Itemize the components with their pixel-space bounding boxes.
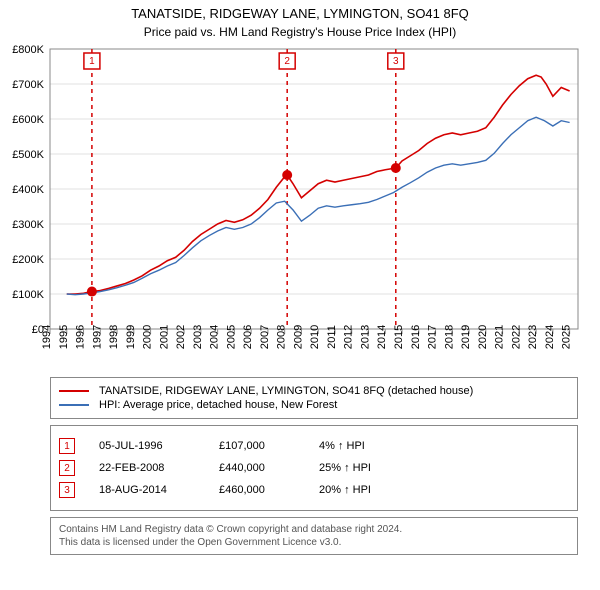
footer-line-2: This data is licensed under the Open Gov…: [59, 536, 569, 549]
sale-marker-number: 2: [284, 56, 290, 67]
sale-badge: 1: [59, 438, 75, 454]
x-tick-label: 2001: [158, 325, 170, 349]
sale-point-dot: [282, 170, 292, 180]
x-tick-label: 2007: [259, 325, 271, 349]
sale-date: 22-FEB-2008: [99, 462, 219, 474]
legend-label: TANATSIDE, RIDGEWAY LANE, LYMINGTON, SO4…: [99, 385, 473, 397]
sale-row: 3 18-AUG-2014£460,00020% ↑ HPI: [59, 482, 569, 498]
legend-label: HPI: Average price, detached house, New …: [99, 399, 337, 411]
attribution-footer: Contains HM Land Registry data © Crown c…: [50, 517, 578, 555]
sale-pct-vs-hpi: 20% ↑ HPI: [319, 484, 439, 496]
y-tick-label: £200K: [12, 254, 44, 266]
x-tick-label: 2014: [376, 325, 388, 349]
x-tick-label: 2008: [276, 325, 288, 349]
y-tick-label: £600K: [12, 114, 44, 126]
x-tick-label: 1995: [58, 325, 70, 349]
legend-swatch: [59, 390, 89, 392]
sale-marker-number: 1: [89, 56, 95, 67]
y-tick-label: £300K: [12, 219, 44, 231]
legend-row: TANATSIDE, RIDGEWAY LANE, LYMINGTON, SO4…: [59, 385, 569, 397]
chart-subtitle: Price paid vs. HM Land Registry's House …: [0, 25, 600, 39]
sale-point-dot: [391, 163, 401, 173]
x-tick-label: 2013: [359, 325, 371, 349]
x-tick-label: 2003: [192, 325, 204, 349]
sale-marker-number: 3: [393, 56, 399, 67]
legend: TANATSIDE, RIDGEWAY LANE, LYMINGTON, SO4…: [50, 377, 578, 419]
sale-pct-vs-hpi: 25% ↑ HPI: [319, 462, 439, 474]
x-tick-label: 2012: [343, 325, 355, 349]
x-tick-label: 2018: [443, 325, 455, 349]
sale-date: 05-JUL-1996: [99, 440, 219, 452]
x-tick-label: 2025: [561, 325, 573, 349]
x-tick-label: 2021: [494, 325, 506, 349]
sale-price: £460,000: [219, 484, 319, 496]
series-line: [67, 75, 570, 294]
sale-price: £107,000: [219, 440, 319, 452]
y-tick-label: £400K: [12, 184, 44, 196]
chart-area: £0£100K£200K£300K£400K£500K£600K£700K£80…: [0, 39, 600, 369]
series-line: [67, 117, 570, 294]
x-tick-label: 2020: [477, 325, 489, 349]
x-tick-label: 2009: [292, 325, 304, 349]
x-tick-label: 2023: [527, 325, 539, 349]
sale-row: 2 22-FEB-2008£440,00025% ↑ HPI: [59, 460, 569, 476]
sale-point-dot: [87, 287, 97, 297]
sale-badge: 3: [59, 482, 75, 498]
footer-line-1: Contains HM Land Registry data © Crown c…: [59, 523, 569, 536]
x-tick-label: 2010: [309, 325, 321, 349]
x-tick-label: 1997: [91, 325, 103, 349]
x-tick-label: 2006: [242, 325, 254, 349]
legend-swatch: [59, 404, 89, 406]
x-tick-label: 2024: [544, 325, 556, 349]
x-tick-label: 2011: [326, 325, 338, 349]
sale-pct-vs-hpi: 4% ↑ HPI: [319, 440, 439, 452]
x-tick-label: 2005: [225, 325, 237, 349]
sale-badge: 2: [59, 460, 75, 476]
x-tick-label: 2017: [427, 325, 439, 349]
y-tick-label: £100K: [12, 289, 44, 301]
sales-table: 1 05-JUL-1996£107,0004% ↑ HPI 2 22-FEB-2008…: [50, 425, 578, 511]
x-tick-label: 2016: [410, 325, 422, 349]
x-tick-label: 1998: [108, 325, 120, 349]
x-tick-label: 2015: [393, 325, 405, 349]
x-tick-label: 1999: [125, 325, 137, 349]
legend-row: HPI: Average price, detached house, New …: [59, 399, 569, 411]
y-tick-label: £700K: [12, 79, 44, 91]
chart-title-address: TANATSIDE, RIDGEWAY LANE, LYMINGTON, SO4…: [0, 6, 600, 21]
y-tick-label: £800K: [12, 44, 44, 56]
x-tick-label: 2004: [209, 325, 221, 349]
x-tick-label: 1994: [41, 325, 53, 349]
y-tick-label: £500K: [12, 149, 44, 161]
x-tick-label: 2022: [510, 325, 522, 349]
x-tick-label: 2002: [175, 325, 187, 349]
x-tick-label: 1996: [75, 325, 87, 349]
line-chart-svg: £0£100K£200K£300K£400K£500K£600K£700K£80…: [0, 39, 600, 369]
sale-row: 1 05-JUL-1996£107,0004% ↑ HPI: [59, 438, 569, 454]
x-tick-label: 2019: [460, 325, 472, 349]
x-tick-label: 2000: [142, 325, 154, 349]
sale-price: £440,000: [219, 462, 319, 474]
sale-date: 18-AUG-2014: [99, 484, 219, 496]
